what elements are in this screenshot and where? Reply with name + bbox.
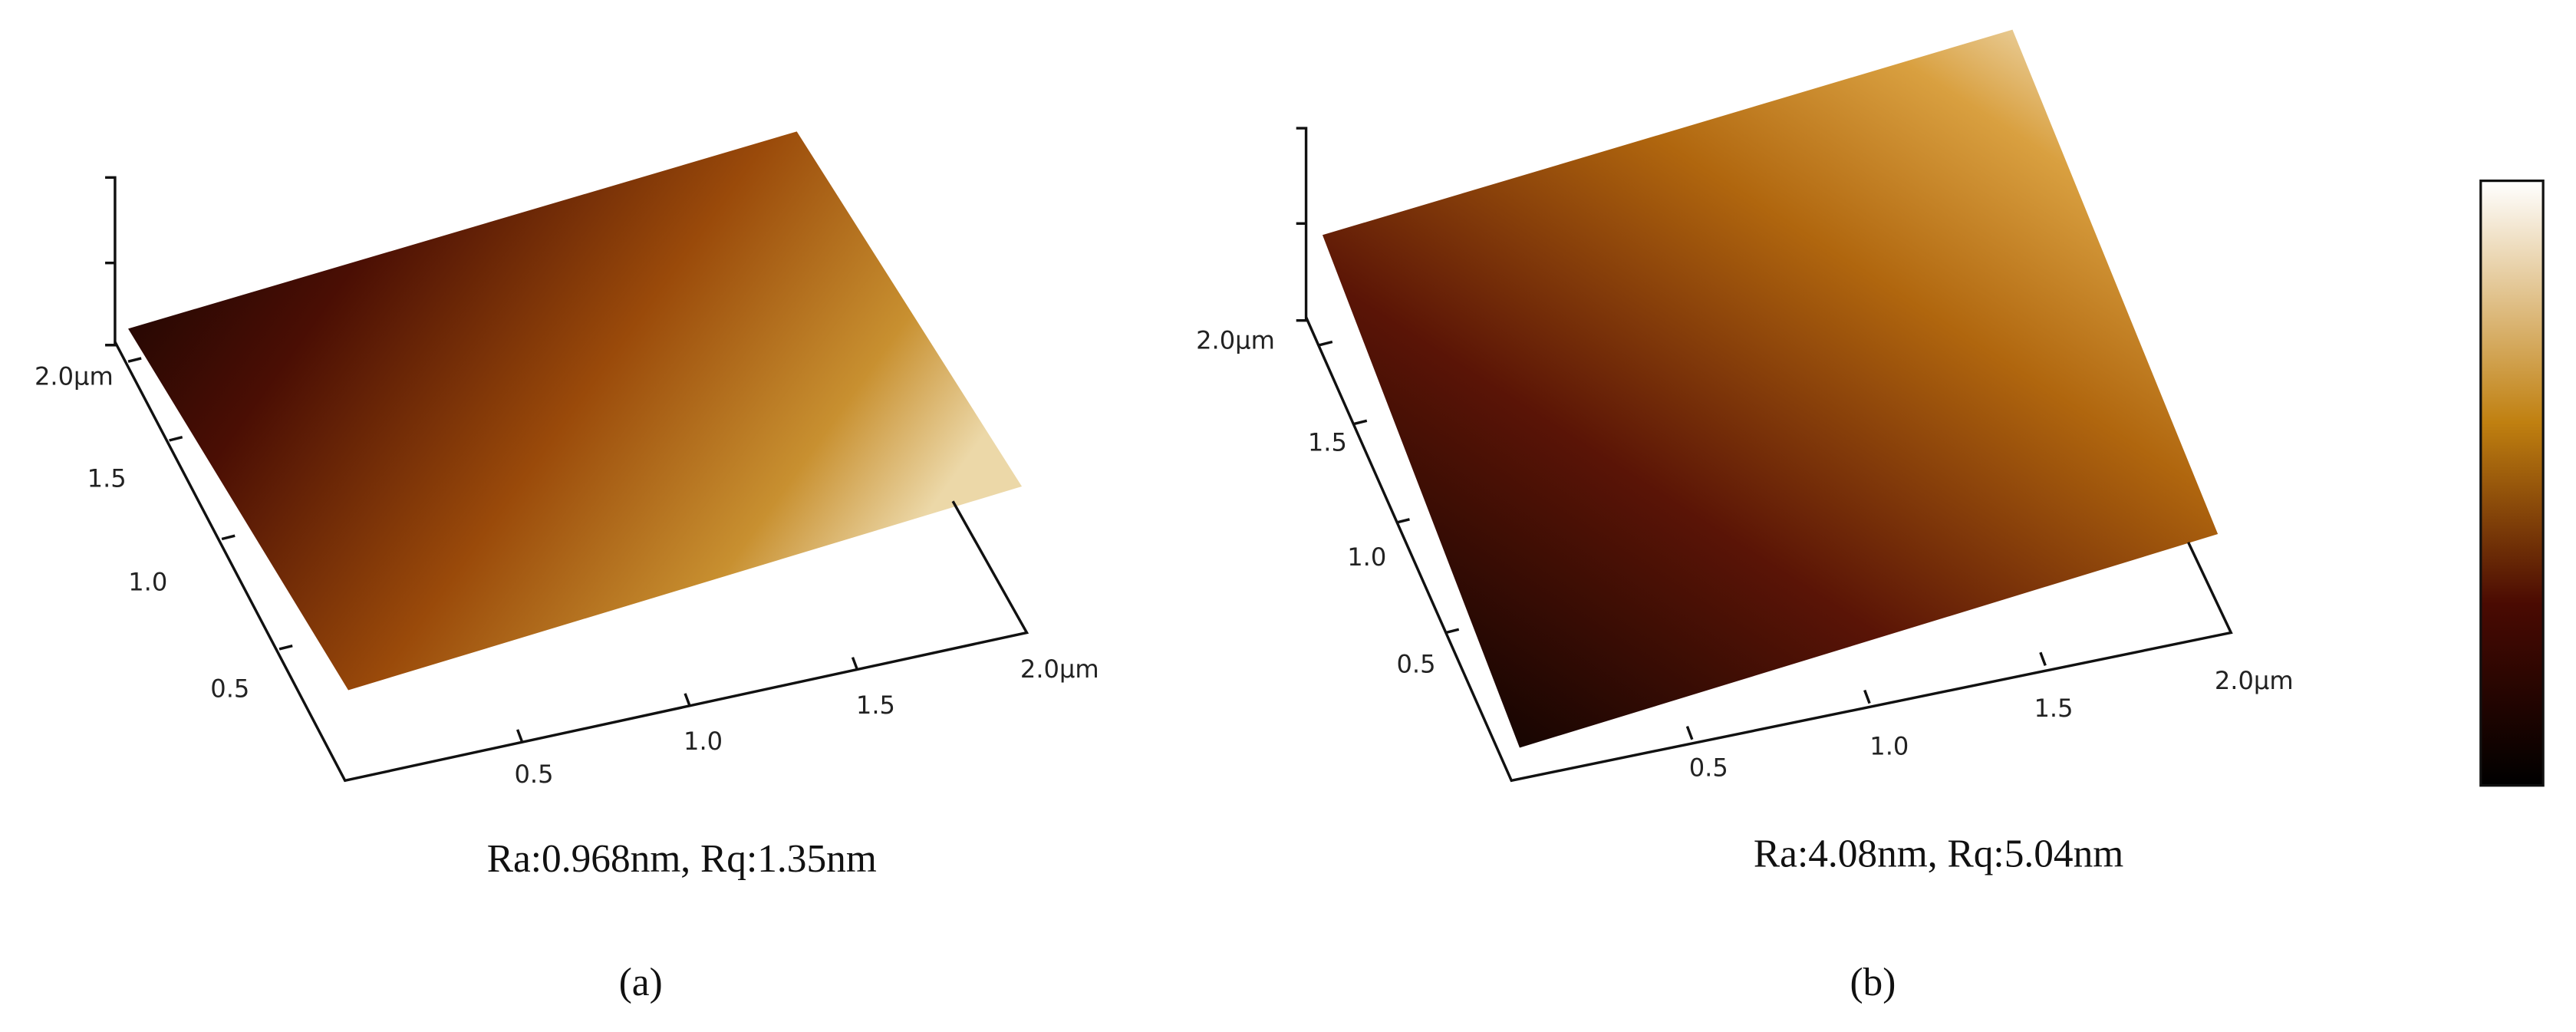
y-tick-label: 0.5 — [210, 674, 249, 704]
axis-tick — [221, 534, 236, 541]
x-tick-label: 0.5 — [514, 760, 553, 789]
x-tick-label: 2.0μm — [1020, 654, 1099, 684]
axis-tick — [1395, 518, 1410, 524]
axis-tick — [278, 645, 293, 651]
axis-tick — [1863, 689, 1871, 704]
axis-tick — [1353, 419, 1368, 426]
x-tick-label: 0.5 — [1689, 753, 1728, 782]
x-tick-label: 1.5 — [856, 691, 895, 720]
z-axis — [105, 176, 117, 347]
panel-label: (b) — [1850, 961, 1896, 1004]
x-tick-label: 1.5 — [2034, 694, 2073, 723]
axis-tick — [2039, 651, 2047, 666]
roughness-caption: Ra:4.08nm, Rq:5.04nm — [1754, 833, 2123, 876]
axis-tick — [851, 657, 859, 671]
y-tick-label: 1.0 — [1347, 542, 1386, 572]
y-tick-label: 2.0μm — [1196, 325, 1275, 354]
axes — [1304, 316, 2233, 783]
y-tick-label: 1.5 — [87, 463, 127, 493]
axis-tick — [127, 357, 142, 363]
axis-tick — [516, 729, 524, 744]
afm-surface — [1322, 29, 2219, 748]
x-tick-label: 1.0 — [1869, 731, 1909, 760]
y-tick-label: 2.0μm — [35, 362, 114, 391]
axes — [114, 341, 1029, 783]
afm-surface — [128, 131, 1023, 691]
color-bar — [2479, 180, 2545, 787]
x-tick-label: 2.0μm — [2215, 666, 2294, 695]
panel-a — [105, 131, 1029, 783]
y-tick-label: 0.5 — [1397, 649, 1436, 678]
axis-tick — [1319, 340, 1333, 347]
axis-tick — [1445, 628, 1460, 635]
panel-b — [1296, 29, 2233, 783]
axis-tick — [1685, 726, 1694, 740]
panel-label: (a) — [619, 961, 663, 1004]
axis-tick — [169, 436, 183, 442]
y-tick-label: 1.0 — [128, 567, 167, 596]
roughness-caption: Ra:0.968nm, Rq:1.35nm — [487, 837, 877, 881]
x-tick-label: 1.0 — [684, 727, 723, 756]
y-tick-label: 1.5 — [1308, 427, 1347, 457]
axis-tick — [684, 693, 692, 707]
